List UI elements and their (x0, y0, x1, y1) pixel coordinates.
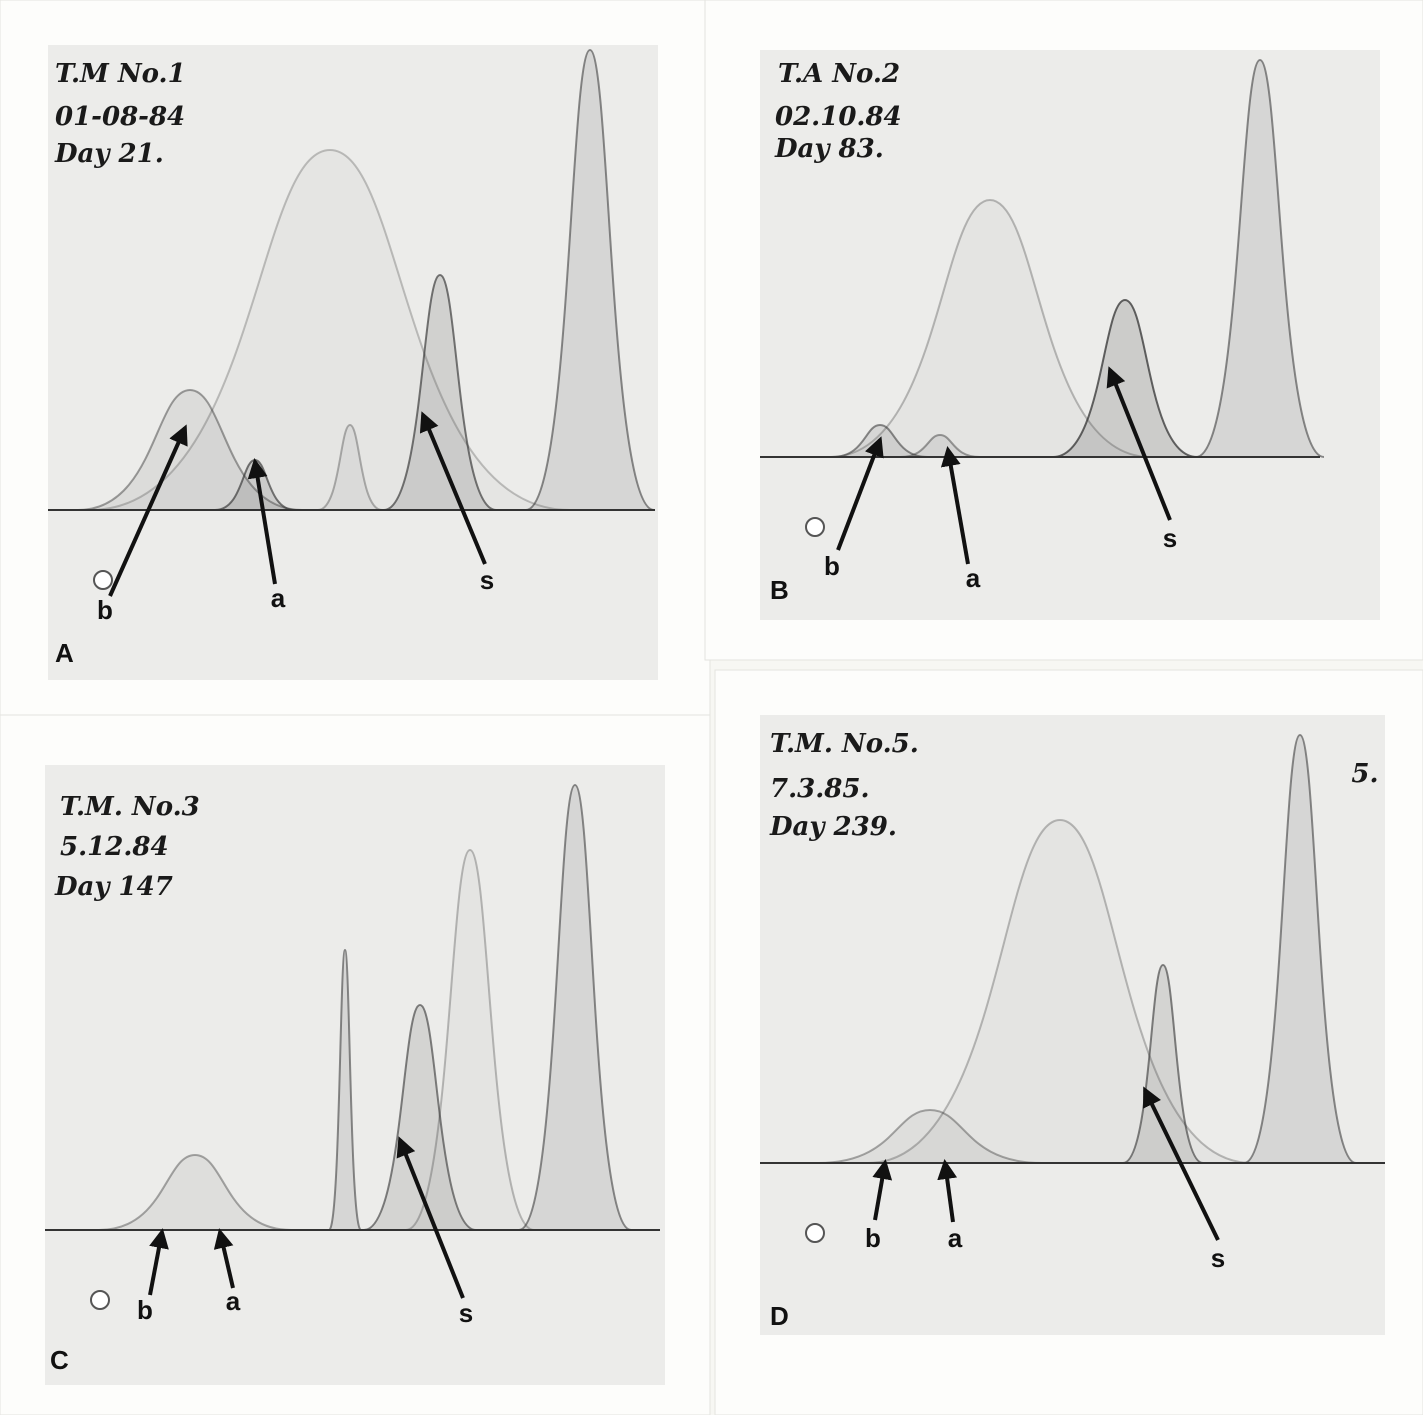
handwritten-note: 5.12.84 (60, 832, 169, 862)
precipitation-peak (383, 273, 497, 511)
handwritten-note: T.M No.1 (55, 59, 186, 89)
panel-letter: C (50, 1345, 69, 1375)
precipitation-peak (867, 818, 1253, 1164)
arrow (836, 436, 884, 551)
precipitation-peak (77, 388, 303, 511)
peak-label: s (459, 1298, 473, 1328)
photo (760, 50, 1380, 620)
arrow (108, 424, 188, 597)
handwritten-note: Day 83. (774, 134, 884, 164)
precipitation-peak (1195, 58, 1325, 458)
peak-label: a (948, 1223, 963, 1253)
peak-label: b (137, 1295, 153, 1325)
panel-letter: B (770, 575, 789, 605)
arrow (247, 458, 277, 585)
arrow (213, 1228, 235, 1289)
peak-label: a (226, 1286, 241, 1316)
peak-label: b (97, 595, 113, 625)
handwritten-note: 01-08-84 (55, 102, 185, 132)
peak-label: s (1211, 1243, 1225, 1273)
panel-letter: D (770, 1301, 789, 1331)
peak-label: b (824, 551, 840, 581)
peak-label: s (1163, 523, 1177, 553)
peak-label: a (271, 583, 286, 613)
peak-label: a (966, 563, 981, 593)
photo (48, 45, 658, 680)
handwritten-note: Day 239. (769, 812, 897, 842)
precipitation-peak (817, 1108, 1043, 1164)
well (90, 1290, 110, 1310)
handwritten-note: Day 147 (54, 872, 173, 902)
arrow (937, 1159, 958, 1223)
precipitation-peak (829, 198, 1151, 458)
precipitation-peak (89, 148, 571, 511)
precipitation-peak (363, 1003, 477, 1231)
precipitation-peak (405, 848, 535, 1231)
well (805, 517, 825, 537)
peak-label: b (865, 1223, 881, 1253)
arrow (419, 411, 487, 565)
precipitation-peak (98, 1153, 292, 1231)
handwritten-note: T.A No.2 (778, 59, 900, 89)
handwritten-note: 02.10.84 (775, 102, 902, 132)
arrow (1106, 366, 1172, 521)
peak-label: s (480, 565, 494, 595)
corner-note: 5. (1351, 759, 1378, 789)
precipitation-peak (518, 783, 632, 1231)
handwritten-note: Day 21. (54, 139, 164, 169)
photo (45, 765, 665, 1385)
arrow (872, 1159, 893, 1221)
handwritten-note: T.M. No.5. (770, 729, 919, 759)
precipitation-peak (1122, 963, 1204, 1164)
handwritten-note: 7.3.85. (770, 774, 870, 804)
arrow (1143, 1086, 1220, 1241)
precipitation-peak (328, 948, 362, 1231)
well (93, 570, 113, 590)
precipitation-peak (317, 423, 383, 511)
arrow (940, 446, 970, 565)
precipitation-peak (1243, 733, 1357, 1164)
photo (760, 715, 1385, 1335)
arrow (148, 1228, 169, 1296)
arrow (396, 1136, 465, 1299)
panel-letter: A (55, 638, 74, 668)
well (805, 1223, 825, 1243)
precipitation-peak (525, 48, 655, 511)
handwritten-note: T.M. No.3 (60, 792, 200, 822)
